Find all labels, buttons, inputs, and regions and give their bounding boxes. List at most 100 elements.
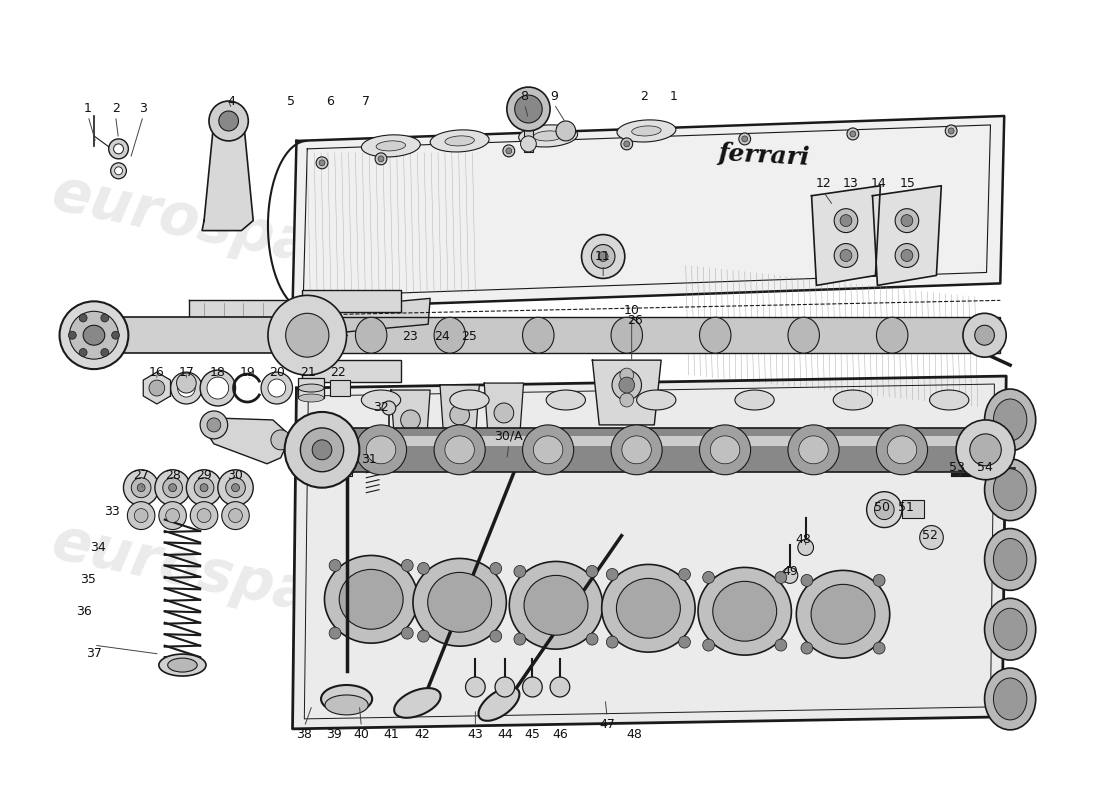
Text: 28: 28 [165,470,180,482]
Circle shape [703,639,715,651]
Text: eurospares: eurospares [47,164,420,297]
Ellipse shape [324,555,418,643]
Circle shape [507,87,550,131]
Text: 7: 7 [362,94,371,107]
Circle shape [847,128,859,140]
Circle shape [624,141,629,147]
Ellipse shape [984,668,1036,730]
Circle shape [268,379,286,397]
Circle shape [329,627,341,639]
Circle shape [834,209,858,233]
Bar [524,127,534,152]
Circle shape [956,420,1015,480]
Circle shape [400,410,420,430]
Circle shape [148,380,165,396]
Text: 49: 49 [782,565,797,578]
Ellipse shape [298,384,324,392]
Circle shape [286,314,329,357]
Circle shape [801,642,813,654]
Circle shape [620,393,634,407]
Circle shape [465,677,485,697]
Circle shape [490,630,502,642]
Text: 32: 32 [373,402,389,414]
Circle shape [68,331,76,339]
Circle shape [418,562,429,574]
Circle shape [109,139,129,159]
Ellipse shape [811,584,874,644]
Circle shape [782,567,797,583]
Circle shape [200,484,208,492]
Circle shape [134,509,148,522]
Polygon shape [202,119,253,230]
Circle shape [375,153,387,165]
Text: 26: 26 [627,314,642,326]
Circle shape [874,500,894,519]
Text: 14: 14 [870,178,887,190]
Ellipse shape [796,570,890,658]
Ellipse shape [993,399,1027,441]
Bar [902,500,924,518]
Circle shape [586,633,598,645]
Circle shape [514,566,526,578]
Bar [298,378,324,398]
Ellipse shape [376,141,406,151]
Polygon shape [300,298,430,336]
Circle shape [166,509,179,522]
Circle shape [131,478,151,498]
Text: 46: 46 [552,728,568,742]
Ellipse shape [69,311,119,359]
Ellipse shape [930,390,969,410]
Ellipse shape [522,425,574,474]
Circle shape [962,314,1006,357]
Circle shape [798,539,814,555]
Text: 45: 45 [525,728,540,742]
Circle shape [840,214,851,226]
Circle shape [300,428,343,472]
Circle shape [207,418,221,432]
Circle shape [840,250,851,262]
Circle shape [195,478,213,498]
Text: 12: 12 [815,178,832,190]
Polygon shape [812,186,880,286]
Ellipse shape [434,318,465,353]
Ellipse shape [444,136,474,146]
Circle shape [168,484,176,492]
Ellipse shape [167,658,197,672]
Ellipse shape [700,318,732,353]
Ellipse shape [524,575,587,635]
Text: 17: 17 [178,366,195,378]
Text: 9: 9 [550,90,558,102]
Circle shape [556,121,575,141]
Text: 19: 19 [240,366,255,378]
Polygon shape [872,186,942,286]
Text: 37: 37 [86,646,102,660]
Bar [302,290,400,312]
Text: 8: 8 [520,90,528,102]
Polygon shape [206,418,290,464]
Ellipse shape [984,458,1036,521]
Ellipse shape [428,572,492,632]
Ellipse shape [637,390,675,410]
Ellipse shape [522,318,554,353]
Circle shape [776,571,786,583]
Text: 53: 53 [949,462,965,474]
Circle shape [895,209,918,233]
Ellipse shape [355,318,387,353]
Text: 3: 3 [140,102,147,114]
Bar [302,360,400,382]
Circle shape [495,677,515,697]
Ellipse shape [430,130,490,152]
Circle shape [402,627,414,639]
Text: 31: 31 [361,454,377,466]
Text: 13: 13 [843,178,859,190]
Ellipse shape [362,135,420,157]
Circle shape [163,478,183,498]
Circle shape [312,440,332,460]
Ellipse shape [788,425,839,474]
Circle shape [111,163,126,178]
Circle shape [520,136,537,152]
Circle shape [606,569,618,581]
Circle shape [177,379,195,397]
Text: 33: 33 [103,505,120,518]
Circle shape [158,502,186,530]
